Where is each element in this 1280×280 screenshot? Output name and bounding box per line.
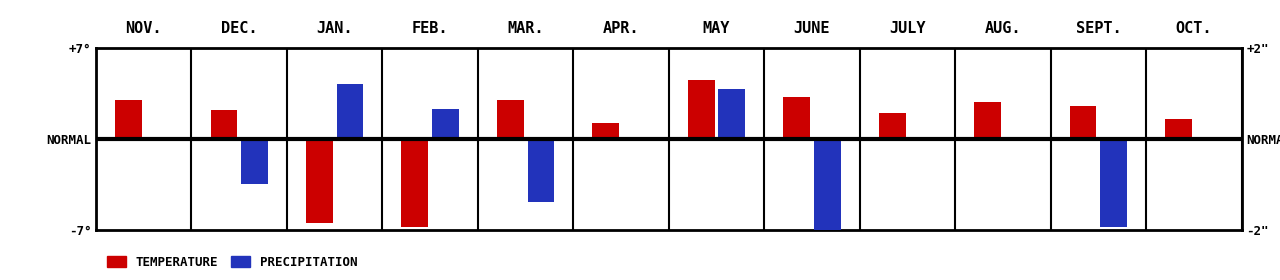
Bar bbox=[497, 100, 524, 139]
Bar bbox=[402, 139, 429, 227]
Bar bbox=[687, 80, 714, 139]
Bar bbox=[814, 139, 841, 230]
Bar bbox=[337, 84, 364, 139]
Bar bbox=[306, 139, 333, 223]
Bar bbox=[527, 139, 554, 202]
Bar bbox=[115, 100, 142, 139]
Bar bbox=[593, 123, 620, 139]
Bar bbox=[1165, 119, 1192, 139]
Bar bbox=[1101, 139, 1126, 227]
Bar bbox=[433, 109, 458, 139]
Bar bbox=[783, 97, 810, 139]
Legend: TEMPERATURE, PRECIPITATION: TEMPERATURE, PRECIPITATION bbox=[102, 251, 362, 274]
Bar bbox=[1070, 106, 1097, 139]
Bar bbox=[974, 102, 1001, 139]
Bar bbox=[879, 113, 905, 139]
Bar bbox=[210, 110, 237, 139]
Bar bbox=[718, 88, 745, 139]
Bar bbox=[241, 139, 268, 184]
